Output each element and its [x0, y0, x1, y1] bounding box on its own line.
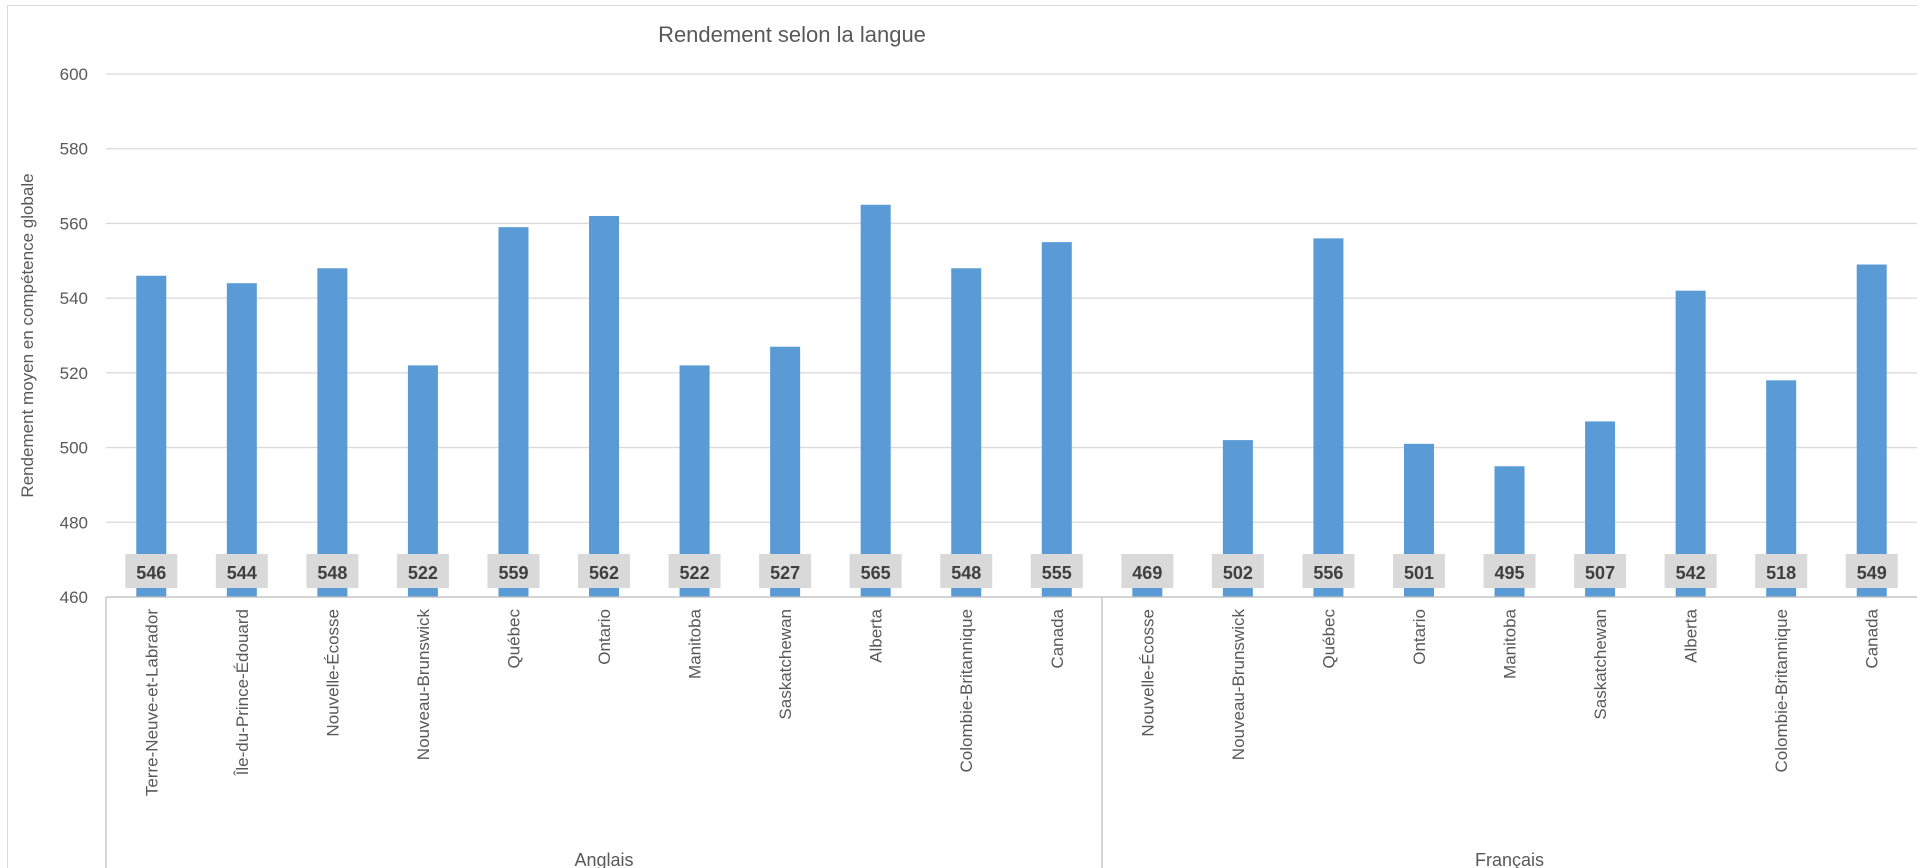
x-group-labels: Anglais Français	[105, 596, 1917, 868]
group-label: Français	[1475, 850, 1544, 868]
y-tick-labels: 460 480 500 520 540 560 580 600	[60, 65, 88, 607]
y-tick-label: 480	[60, 513, 88, 532]
x-tick-label: Île-du-Prince-Édouard	[233, 609, 252, 776]
data-label-box	[849, 554, 902, 588]
x-tick-label: Alberta	[1682, 608, 1701, 662]
data-label-box	[940, 554, 993, 588]
x-tick-label: Ontario	[1410, 609, 1429, 665]
data-label: 507	[1585, 563, 1615, 583]
data-label: 469	[1132, 563, 1162, 583]
x-tick-label: Nouvelle-Écosse	[323, 609, 342, 737]
bar	[951, 268, 982, 597]
data-label: 495	[1495, 563, 1525, 583]
data-label-box	[306, 554, 359, 588]
data-label: 548	[317, 563, 347, 583]
y-tick-label: 560	[60, 214, 88, 233]
y-tick-label: 520	[60, 364, 88, 383]
y-axis-label: Rendement moyen en compétence globale	[18, 173, 37, 497]
bars	[136, 204, 1887, 597]
data-label-box	[1030, 554, 1083, 588]
x-tick-label: Canada	[1863, 608, 1882, 668]
y-tick-label: 540	[60, 289, 88, 308]
data-label: 544	[227, 563, 257, 583]
data-label-box	[1121, 554, 1174, 588]
data-label: 549	[1857, 563, 1887, 583]
data-label: 548	[951, 563, 981, 583]
x-tick-label: Alberta	[867, 608, 886, 662]
bar	[1675, 290, 1706, 597]
data-label: 565	[861, 563, 891, 583]
data-label-box	[396, 554, 449, 588]
y-tick-label: 580	[60, 140, 88, 159]
data-label-box	[1574, 554, 1627, 588]
data-label-box	[1392, 554, 1445, 588]
bar	[860, 204, 891, 597]
data-label: 518	[1766, 563, 1796, 583]
x-tick-label: Québec	[1319, 609, 1338, 669]
x-tick-label: Manitoba	[1501, 608, 1520, 678]
bar	[226, 283, 257, 597]
data-label: 527	[770, 563, 800, 583]
x-tick-label: Nouveau-Brunswick	[414, 609, 433, 761]
gridlines	[106, 73, 1917, 598]
group-label: Anglais	[575, 850, 634, 868]
data-label: 546	[136, 563, 166, 583]
x-tick-label: Terre-Neuve-et-Labrador	[142, 609, 161, 796]
bar	[1313, 238, 1344, 597]
bar	[1856, 264, 1887, 597]
data-label-box	[1483, 554, 1536, 588]
bar	[317, 268, 348, 597]
y-tick-label: 600	[60, 65, 88, 84]
data-label-box	[1664, 554, 1717, 588]
x-tick-label: Saskatchewan	[776, 609, 795, 720]
data-label: 502	[1223, 563, 1253, 583]
data-label-box	[668, 554, 721, 588]
data-label: 501	[1404, 563, 1434, 583]
data-label-box	[487, 554, 540, 588]
data-label: 522	[408, 563, 438, 583]
data-label: 542	[1676, 563, 1706, 583]
x-tick-label: Manitoba	[686, 608, 705, 678]
data-label: 522	[680, 563, 710, 583]
x-tick-label: Nouvelle-Écosse	[1138, 609, 1157, 737]
y-tick-label: 460	[60, 588, 88, 607]
data-labels: 546 544 548 522 559 562 522 527 565 548 555 469 502 5…	[125, 554, 1898, 588]
x-tick-label: Québec	[504, 609, 523, 669]
data-label: 556	[1313, 563, 1343, 583]
data-label-box	[1755, 554, 1808, 588]
data-label-box	[1302, 554, 1355, 588]
data-label: 555	[1042, 563, 1072, 583]
x-tick-label: Saskatchewan	[1591, 609, 1610, 720]
data-label-box	[578, 554, 631, 588]
data-label: 559	[498, 563, 528, 583]
chart-title: Rendement selon la langue	[658, 22, 926, 47]
data-label-box	[1845, 554, 1898, 588]
x-tick-label: Colombie-Britannique	[957, 609, 976, 772]
data-label-box	[215, 554, 268, 588]
data-label: 562	[589, 563, 619, 583]
x-tick-label: Nouveau-Brunswick	[1229, 609, 1248, 761]
bar	[498, 227, 529, 597]
chart-frame	[7, 5, 1917, 868]
bar	[136, 275, 167, 597]
data-label-box	[1211, 554, 1264, 588]
x-tick-labels: Terre-Neuve-et-Labrador Île-du-Prince-Édo…	[142, 608, 1881, 796]
y-tick-label: 500	[60, 439, 88, 458]
x-tick-label: Canada	[1048, 608, 1067, 668]
data-label-box	[125, 554, 178, 588]
data-label-box	[759, 554, 812, 588]
x-tick-label: Ontario	[595, 609, 614, 665]
bar	[1041, 242, 1072, 597]
x-tick-label: Colombie-Britannique	[1772, 609, 1791, 772]
bar	[589, 215, 620, 597]
